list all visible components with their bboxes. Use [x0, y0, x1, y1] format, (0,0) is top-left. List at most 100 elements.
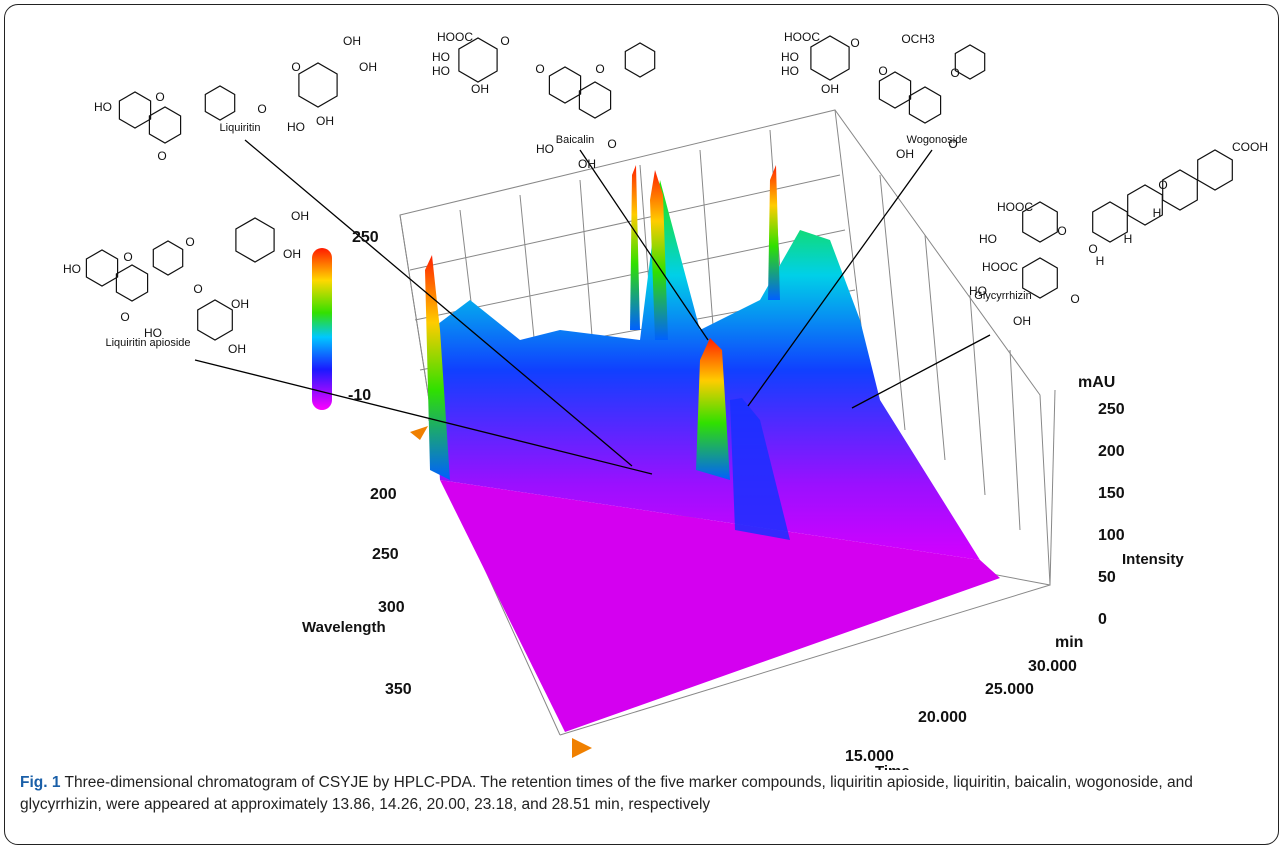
caption-text: Three-dimensional chromatogram of CSYJE …: [20, 774, 1193, 813]
caption: Fig. 1 Three-dimensional chromatogram of…: [20, 772, 1260, 816]
ring: [1163, 170, 1198, 210]
atom-label: HO: [432, 50, 450, 64]
atom-label: HO: [781, 50, 799, 64]
atom-label: O: [185, 235, 194, 249]
atom-label: H: [1153, 206, 1162, 220]
surface: [425, 165, 1000, 732]
ring: [549, 67, 580, 103]
ring: [205, 86, 234, 120]
colorbar-max: 250: [352, 229, 379, 246]
atom-label: O: [1070, 292, 1079, 306]
intensity-tick: 100: [1098, 527, 1125, 544]
wavelength-tick: 200: [370, 486, 397, 503]
ring: [153, 241, 182, 275]
atom-label: HO: [979, 232, 997, 246]
atom-label: OH: [231, 297, 249, 311]
ring: [86, 250, 117, 286]
ring: [459, 38, 497, 82]
atom-label: H: [1124, 232, 1133, 246]
atom-label: O: [120, 310, 129, 324]
ring: [116, 265, 147, 301]
marker: [572, 738, 592, 758]
intensity-tick: 150: [1098, 485, 1125, 502]
compound-name: Liquiritin: [220, 122, 261, 134]
atom-label: O: [535, 62, 544, 76]
atom-label: OH: [316, 114, 334, 128]
ring: [909, 87, 940, 123]
time-unit: min: [1055, 634, 1083, 651]
atom-label: COOH: [1232, 140, 1268, 154]
atom-label: HO: [432, 64, 450, 78]
atom-label: H: [1096, 254, 1105, 268]
atom-label: HO: [94, 100, 112, 114]
ring: [198, 300, 233, 340]
marker: [410, 426, 428, 440]
atom-label: O: [193, 282, 202, 296]
compound-name: Baicalin: [556, 134, 595, 146]
atom-label: HO: [63, 262, 81, 276]
ring: [625, 43, 654, 77]
ring: [149, 107, 180, 143]
atom-label: O: [950, 66, 959, 80]
compound-name: Glycyrrhizin: [974, 290, 1031, 302]
atom-label: OH: [471, 82, 489, 96]
atom-label: OH: [821, 82, 839, 96]
ring: [1093, 202, 1128, 242]
atom-label: HO: [536, 142, 554, 156]
ring: [119, 92, 150, 128]
intensity-tick: 50: [1098, 569, 1116, 586]
ring: [299, 63, 337, 107]
atom-label: O: [155, 90, 164, 104]
ring: [579, 82, 610, 118]
compound-name: Wogonoside: [907, 134, 968, 146]
intensity-tick: 250: [1098, 401, 1125, 418]
atom-label: OCH3: [901, 32, 935, 46]
time-tick: 25.000: [985, 681, 1034, 698]
ring: [236, 218, 274, 262]
page: {"figure": { "structures": [ {"name": "L…: [0, 0, 1285, 851]
intensity-tick: 200: [1098, 443, 1125, 460]
wavelength-tick: 300: [378, 599, 405, 616]
atom-label: OH: [578, 157, 596, 171]
atom-label: OH: [1013, 314, 1031, 328]
atom-label: HOOC: [437, 30, 473, 44]
ring: [1198, 150, 1233, 190]
colorbar: [312, 248, 332, 410]
atom-label: O: [1057, 224, 1066, 238]
time-tick: 30.000: [1028, 658, 1077, 675]
atom-label: OH: [896, 147, 914, 161]
atom-label: O: [607, 137, 616, 151]
atom-label: HOOC: [997, 200, 1033, 214]
wavelength-label: Wavelength: [302, 619, 386, 636]
atom-label: O: [595, 62, 604, 76]
caption-label: Fig. 1: [20, 774, 60, 791]
atom-label: O: [500, 34, 509, 48]
atom-label: O: [123, 250, 132, 264]
atom-label: O: [291, 60, 300, 74]
atom-label: OH: [283, 247, 301, 261]
atom-label: OH: [291, 209, 309, 223]
atom-label: O: [157, 149, 166, 163]
atom-label: OH: [359, 60, 377, 74]
intensity-unit: mAU: [1078, 374, 1115, 391]
atom-label: O: [257, 102, 266, 116]
atom-label: HOOC: [982, 260, 1018, 274]
atom-label: HO: [781, 64, 799, 78]
atom-label: HOOC: [784, 30, 820, 44]
atom-label: OH: [343, 34, 361, 48]
atom-label: HO: [287, 120, 305, 134]
intensity-tick: 0: [1098, 611, 1107, 628]
ring: [955, 45, 984, 79]
compound-name: Liquiritin apioside: [106, 337, 191, 349]
wavelength-tick: 350: [385, 681, 412, 698]
atom-label: O: [1158, 178, 1167, 192]
colorbar-min: -10: [348, 387, 371, 404]
atom-label: O: [878, 64, 887, 78]
intensity-label: Intensity: [1122, 551, 1184, 568]
wavelength-tick: 250: [372, 546, 399, 563]
time-tick: 20.000: [918, 709, 967, 726]
atom-label: O: [850, 36, 859, 50]
time-label: Time: [875, 763, 910, 770]
atom-label: OH: [228, 342, 246, 356]
